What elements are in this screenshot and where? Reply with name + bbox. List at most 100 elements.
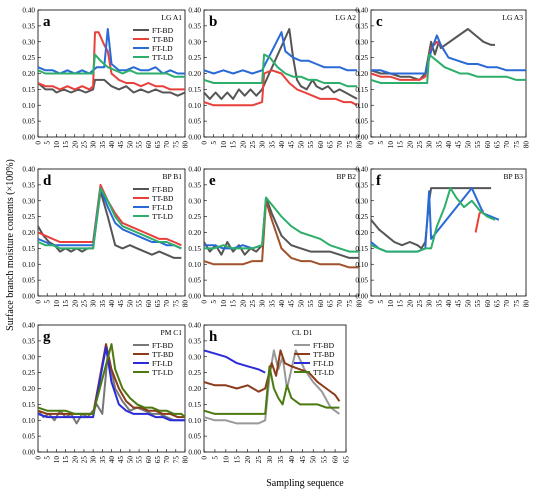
x-tick-label: 20: [406, 141, 414, 149]
y-tick-label: 0.10: [355, 261, 368, 269]
y-tick-label: 0.20: [188, 385, 201, 393]
x-tick-label: 0: [201, 456, 209, 460]
legend-label: FT-LD: [152, 359, 173, 368]
y-tick-label: 0.35: [188, 22, 201, 30]
y-tick-label: 0.30: [188, 353, 201, 361]
series-line-tt-ld: [37, 187, 182, 250]
x-tick-label: 35: [277, 456, 285, 464]
y-tick-label: 0.30: [22, 197, 35, 205]
legend-label: TT-BD: [152, 350, 174, 359]
x-tick-label: 75: [172, 456, 180, 464]
series-line-tt-ld: [370, 187, 496, 253]
x-tick-label: 40: [445, 300, 453, 308]
x-tick-label: 65: [154, 141, 162, 149]
y-tick-label: 0.05: [22, 118, 35, 126]
x-tick-label: 60: [484, 300, 492, 308]
y-tick-label: 0.00: [22, 134, 35, 142]
site-label: LG A1: [161, 13, 182, 22]
x-tick-label: 35: [99, 141, 107, 149]
x-tick-label: 65: [326, 141, 334, 149]
panel-c: 0.00 0.05 0.10 0.15 0.20 0.25 0.30 0.35 0.40 0 5 10…: [355, 7, 530, 149]
series-line-tt-ld: [37, 343, 186, 418]
y-tick-label: 0.15: [22, 245, 35, 253]
x-tick-label: 60: [145, 456, 153, 464]
y-tick-label: 0.05: [355, 118, 368, 126]
y-tick-label: 0.40: [188, 166, 201, 174]
series-line-tt-bd: [370, 40, 446, 81]
x-tick-label: 50: [297, 300, 305, 308]
legend-label: FT-LD: [152, 44, 173, 53]
x-tick-label: 0: [368, 141, 376, 145]
x-tick-label: 75: [513, 141, 521, 149]
legend-label: FT-LD: [313, 359, 334, 368]
y-tick-label: 0.40: [22, 7, 35, 15]
y-tick-label: 0.35: [188, 181, 201, 189]
y-tick-label: 0.00: [355, 134, 368, 142]
x-tick-label: 35: [99, 300, 107, 308]
x-tick-label: 25: [80, 141, 88, 149]
x-tick-label: 50: [464, 141, 472, 149]
x-tick-label: 40: [288, 456, 296, 464]
x-tick-label: 55: [321, 456, 329, 464]
x-tick-label: 45: [288, 300, 296, 308]
y-tick-label: 0.00: [22, 293, 35, 301]
x-tick-label: 0: [35, 456, 43, 460]
legend-label: TT-LD: [152, 53, 174, 62]
legend-label: TT-BD: [313, 350, 335, 359]
x-tick-label: 25: [249, 300, 257, 308]
y-tick-label: 0.35: [355, 22, 368, 30]
x-tick-label: 70: [163, 456, 171, 464]
panel-letter: a: [43, 14, 51, 30]
x-tick-label: 15: [230, 300, 238, 308]
y-tick-label: 0.15: [22, 401, 35, 409]
x-tick-label: 70: [336, 300, 344, 308]
x-tick-label: 70: [163, 141, 171, 149]
x-tick-label: 20: [239, 300, 247, 308]
y-tick-label: 0.40: [355, 166, 368, 174]
x-tick-label: 15: [62, 141, 70, 149]
x-tick-label: 60: [332, 456, 340, 464]
y-tick-label: 0.10: [188, 417, 201, 425]
y-tick-label: 0.25: [22, 54, 35, 62]
x-tick-label: 25: [416, 300, 424, 308]
y-tick-label: 0.00: [188, 293, 201, 301]
x-tick-label: 10: [53, 300, 61, 308]
x-tick-label: 25: [80, 456, 88, 464]
series-line-ft-ld: [370, 187, 500, 253]
x-tick-label: 20: [406, 300, 414, 308]
x-tick-label: 35: [435, 141, 443, 149]
y-tick-label: 0.10: [22, 102, 35, 110]
x-tick-label: 0: [201, 300, 209, 304]
x-tick-label: 10: [222, 456, 230, 464]
y-tick-label: 0.00: [188, 449, 201, 457]
x-tick-label: 30: [259, 300, 267, 308]
panel-e: 0.00 0.05 0.10 0.15 0.20 0.25 0.30 0.35 0.40 0 5 10…: [188, 166, 363, 308]
x-tick-label: 35: [99, 456, 107, 464]
y-tick-label: 0.20: [22, 70, 35, 78]
x-tick-label: 25: [249, 141, 257, 149]
panel-a: 0.00 0.05 0.10 0.15 0.20 0.25 0.30 0.35 0.40 0 5 10…: [22, 7, 189, 149]
plot-frame: [203, 168, 360, 297]
legend-label: FT-BD: [152, 185, 174, 194]
y-tick-label: 0.35: [22, 181, 35, 189]
x-tick-label: 30: [90, 300, 98, 308]
x-tick-label: 15: [233, 456, 241, 464]
y-tick-label: 0.15: [188, 401, 201, 409]
panel-letter: e: [209, 173, 216, 189]
x-tick-label: 20: [71, 300, 79, 308]
x-tick-label: 65: [154, 300, 162, 308]
x-tick-label: 10: [387, 141, 395, 149]
x-tick-label: 75: [172, 300, 180, 308]
x-tick-label: 5: [377, 141, 385, 145]
legend-label: FT-BD: [313, 341, 335, 350]
y-tick-label: 0.05: [355, 277, 368, 285]
panel-letter: f: [376, 173, 382, 189]
series-line-tt-bd: [37, 343, 185, 419]
x-tick-label: 30: [266, 456, 274, 464]
y-tick-label: 0.35: [22, 22, 35, 30]
y-tick-label: 0.35: [355, 181, 368, 189]
x-tick-label: 5: [377, 300, 385, 304]
y-axis-label: Surface branch moisture contents (×100%): [5, 159, 16, 331]
series-line-ft-ld: [37, 28, 185, 75]
panel-g: 0.00 0.05 0.10 0.15 0.20 0.25 0.30 0.35 0.40 0 5 10…: [22, 322, 189, 464]
